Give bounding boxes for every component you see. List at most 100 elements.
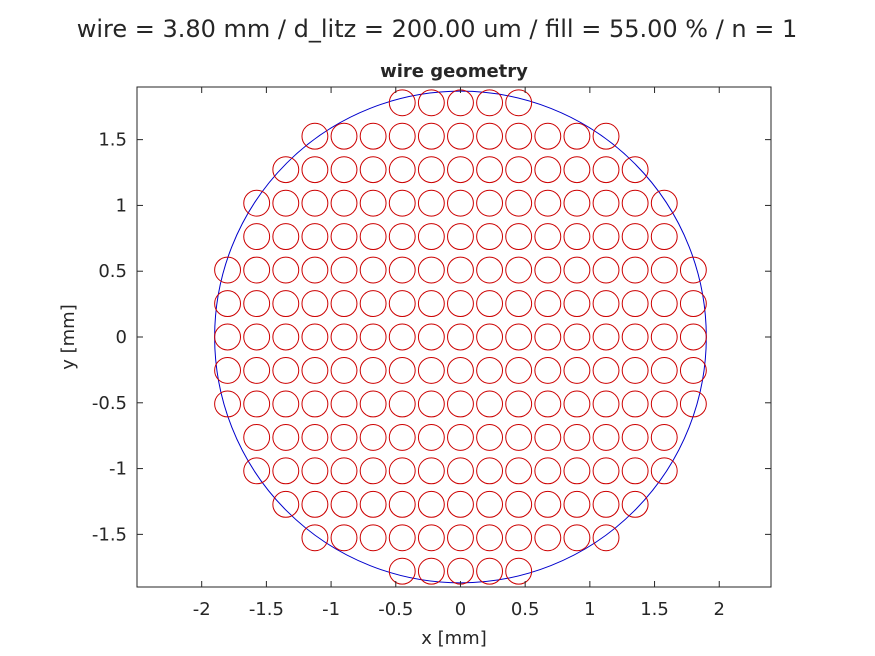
strand-circle xyxy=(301,356,329,384)
strand-circle xyxy=(447,457,474,485)
strand-circle xyxy=(563,524,591,552)
strand-circle xyxy=(330,256,358,284)
strand-circle xyxy=(417,457,445,485)
strand-circle xyxy=(592,323,620,351)
strand-circle xyxy=(272,256,300,284)
strand-circle xyxy=(592,189,620,217)
strand-circle xyxy=(359,323,387,351)
strand-circle xyxy=(476,189,504,217)
strand-circle xyxy=(679,390,707,418)
strand-circle xyxy=(534,290,562,318)
strand-circle xyxy=(534,457,562,485)
strand-circle xyxy=(417,89,445,117)
y-tick-label: 1.5 xyxy=(98,130,127,151)
strand-circle xyxy=(330,323,358,351)
strand-circle xyxy=(592,156,620,184)
y-tick-label: 1 xyxy=(116,195,127,216)
strand-circle xyxy=(330,122,358,150)
x-tick-label: -0.5 xyxy=(378,599,413,620)
strand-circle xyxy=(330,457,358,485)
strand-circle xyxy=(563,390,591,418)
strand-circle xyxy=(359,390,387,418)
strand-circle xyxy=(330,156,358,184)
strand-circle xyxy=(592,223,620,251)
strand-circle xyxy=(330,390,358,418)
strand-circle xyxy=(650,189,678,217)
strand-circle xyxy=(650,223,678,251)
strand-circle xyxy=(621,323,649,351)
strand-circle xyxy=(505,256,533,284)
strand-circle xyxy=(214,323,242,351)
strand-circle xyxy=(359,356,387,384)
strand-circle xyxy=(447,390,474,418)
strand-circle xyxy=(505,290,533,318)
strand-circle xyxy=(592,423,620,451)
strand-circle xyxy=(534,390,562,418)
strand-circle xyxy=(388,557,416,585)
strand-circle xyxy=(563,223,591,251)
strand-circle xyxy=(505,557,533,585)
strand-circle xyxy=(650,457,678,485)
strand-circle xyxy=(476,457,504,485)
strand-circle xyxy=(359,223,387,251)
x-tick-label: -1 xyxy=(322,599,340,620)
y-axis-label: y [mm] xyxy=(58,304,79,370)
strand-circle xyxy=(476,122,504,150)
strand-circle xyxy=(388,457,416,485)
axes-title: wire geometry xyxy=(380,61,528,82)
strand-circle xyxy=(243,423,271,451)
strand-circle xyxy=(417,423,445,451)
strand-circle xyxy=(417,524,445,552)
strand-circle xyxy=(243,189,271,217)
strand-circle xyxy=(301,223,329,251)
strand-circle xyxy=(330,290,358,318)
strand-circle xyxy=(417,557,445,585)
strand-circle xyxy=(447,323,474,351)
strand-circle xyxy=(447,423,474,451)
x-tick-label: 0.5 xyxy=(511,599,540,620)
strand-circle xyxy=(417,189,445,217)
strand-circle xyxy=(301,323,329,351)
strand-circle xyxy=(447,524,474,552)
strand-circle xyxy=(243,223,271,251)
strand-circle xyxy=(621,490,649,518)
strand-circle xyxy=(359,290,387,318)
strand-circle xyxy=(301,490,329,518)
strand-circle xyxy=(417,356,445,384)
strand-circle xyxy=(621,390,649,418)
x-tick-label: 1.5 xyxy=(640,599,669,620)
strand-circle xyxy=(272,423,300,451)
strand-circle xyxy=(272,356,300,384)
strand-circle xyxy=(388,423,416,451)
strand-circle xyxy=(534,223,562,251)
strand-circle xyxy=(272,323,300,351)
strand-circle xyxy=(534,423,562,451)
strand-circle xyxy=(476,156,504,184)
strand-circle xyxy=(301,156,329,184)
strand-circle xyxy=(301,122,329,150)
strand-circle xyxy=(243,256,271,284)
strand-circle xyxy=(679,256,707,284)
strand-circle xyxy=(563,323,591,351)
strand-circle xyxy=(330,223,358,251)
strand-circle xyxy=(359,122,387,150)
strand-circle xyxy=(476,323,504,351)
strand-circle xyxy=(417,390,445,418)
y-tick-label: -1.5 xyxy=(92,524,127,545)
strand-circle xyxy=(505,223,533,251)
strand-circle xyxy=(650,390,678,418)
strand-circle xyxy=(417,490,445,518)
strand-circle xyxy=(650,323,678,351)
strand-circle xyxy=(476,423,504,451)
strand-circle xyxy=(592,524,620,552)
y-tick-label: -0.5 xyxy=(92,393,127,414)
strand-circle xyxy=(476,256,504,284)
strand-circle xyxy=(592,356,620,384)
strand-circle xyxy=(301,457,329,485)
strand-circle xyxy=(330,189,358,217)
x-tick-label: 0 xyxy=(455,599,466,620)
strand-circle xyxy=(243,356,271,384)
strand-circle xyxy=(534,323,562,351)
strand-circle xyxy=(388,156,416,184)
